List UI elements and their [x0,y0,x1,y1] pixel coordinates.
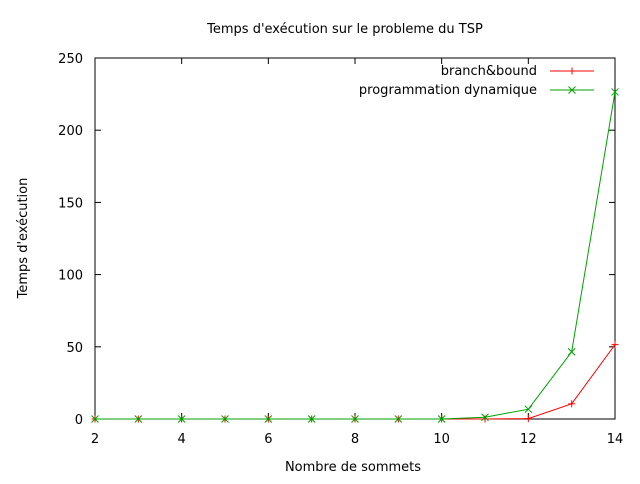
series-0-point-14 [611,341,619,349]
legend: branch&bound programmation dynamique [359,64,594,98]
series-1-point-12 [524,405,533,414]
x-tick-label-10: 10 [433,432,450,447]
y-tick-label-150: 150 [58,196,83,211]
x-tick-label-4: 4 [178,432,186,447]
y-axis-label: Temps d'exécution [16,178,31,300]
x-tick-label-14: 14 [607,432,624,447]
legend-item-0: branch&bound [441,64,594,79]
series-line-0 [95,344,616,420]
series-1-point-14 [611,88,619,96]
series-1-point-2 [91,415,99,423]
x-tick-label-6: 6 [264,432,272,447]
series-1-point-13 [567,348,576,356]
y-tick-label-250: 250 [58,52,83,67]
plot-frame [94,57,616,420]
plot-area: 2 4 6 8 10 12 14 0 50 100 150 200 250 branch&bound pro… [58,52,623,447]
series-0 [91,341,619,423]
y-tick-label-0: 0 [75,413,83,428]
series-0-point-12 [524,415,532,423]
series-line-1 [95,91,616,420]
series-0-point-13 [568,400,576,408]
legend-marker-0 [568,67,576,75]
series-1-point-8 [351,415,359,423]
series-1-point-7 [307,415,316,423]
series-1-point-6 [264,415,273,423]
x-tick-label-2: 2 [91,432,99,447]
series-1-point-5 [221,415,229,423]
series-1 [91,88,619,423]
chart-title: Temps d'exécution sur le probleme du TSP [206,22,483,37]
x-tick-label-8: 8 [351,432,359,447]
y-tick-label-50: 50 [66,341,83,356]
legend-item-1: programmation dynamique [359,83,594,98]
legend-label-0: branch&bound [441,64,537,79]
series-1-point-11 [481,413,489,422]
series-1-point-3 [134,415,143,423]
legend-label-1: programmation dynamique [359,83,537,98]
x-tick-label-12: 12 [520,432,537,447]
x-axis-label: Nombre de sommets [285,460,421,475]
series-1-point-10 [437,415,446,423]
y-tick-label-100: 100 [58,269,83,284]
series-1-point-4 [177,415,186,423]
series-1-point-9 [394,415,403,423]
legend-marker-1 [568,86,576,94]
y-tick-label-200: 200 [58,124,83,139]
